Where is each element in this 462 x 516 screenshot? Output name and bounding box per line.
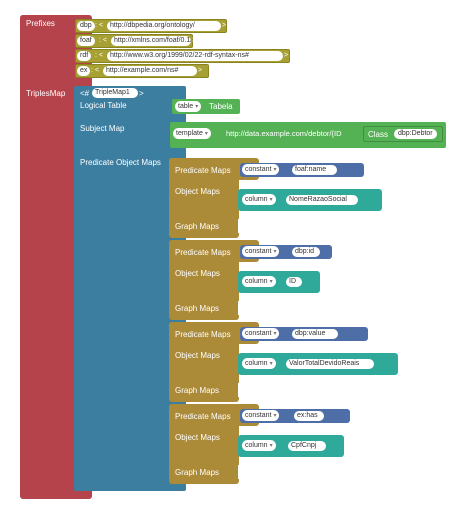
pom-block-top <box>169 322 259 344</box>
chevron-down-icon: ▾ <box>273 249 277 255</box>
prefix-open-bracket: : < <box>99 37 107 44</box>
predicate-value-input[interactable]: foaf:name <box>292 165 337 175</box>
prefix-open-bracket: : < <box>91 67 99 74</box>
chevron-down-icon: ▾ <box>273 413 277 419</box>
predicate-type-dropdown[interactable]: constant ▾ <box>242 164 280 175</box>
triples-map-block[interactable] <box>74 86 186 491</box>
object-type-text: column <box>245 360 268 367</box>
prefix-close-bracket: > <box>284 52 289 59</box>
object-type-dropdown[interactable]: column ▾ <box>242 194 276 205</box>
triples-map-label: TriplesMap <box>26 89 66 98</box>
predicate-type-text: constant <box>245 166 272 173</box>
predicate-maps-label: Predicate Maps <box>175 166 231 175</box>
chevron-down-icon: ▾ <box>273 331 277 337</box>
triples-map-name-suffix: > <box>139 89 144 98</box>
prefixes-label: Prefixes <box>26 19 55 28</box>
predicate-type-text: constant <box>245 330 272 337</box>
subject-class-input[interactable]: dbp:Debtor <box>394 129 437 139</box>
predicate-value-input[interactable]: ex:has <box>294 411 324 421</box>
object-value-input[interactable]: ValorTotalDevidoReais <box>286 359 374 369</box>
graph-maps-slot[interactable] <box>238 301 250 315</box>
prefix-close-bracket: > <box>222 22 227 29</box>
logical-table-type-text: table <box>178 103 194 110</box>
prefix-open-bracket: : < <box>95 52 103 59</box>
prefix-close-bracket: > <box>192 37 197 44</box>
predicate-value-input[interactable]: dbp:value <box>292 329 338 339</box>
chevron-down-icon: ▾ <box>269 279 273 285</box>
predicate-type-text: constant <box>245 248 272 255</box>
prefix-name-input[interactable]: dbp <box>77 21 95 31</box>
subject-class-label: Class <box>368 130 389 139</box>
pom-label: Predicate Object Maps <box>80 158 161 167</box>
graph-maps-label: Graph Maps <box>175 222 220 231</box>
graph-maps-slot[interactable] <box>238 383 250 397</box>
logical-table-type-dropdown[interactable]: table ▾ <box>175 101 202 112</box>
chevron-down-icon: ▾ <box>195 104 199 110</box>
object-maps-label: Object Maps <box>175 269 220 278</box>
triples-map-name-prefix: <# <box>80 89 90 98</box>
prefix-uri-input[interactable]: http://www.w3.org/1999/02/22-rdf-syntax-… <box>107 51 283 61</box>
chevron-down-icon: ▾ <box>269 197 273 203</box>
object-type-text: column <box>245 278 268 285</box>
graph-maps-slot[interactable] <box>238 219 250 233</box>
chevron-down-icon: ▾ <box>273 167 277 173</box>
graph-maps-label: Graph Maps <box>175 386 220 395</box>
pom-block-top <box>169 158 259 180</box>
predicate-maps-label: Predicate Maps <box>175 330 231 339</box>
prefix-close-bracket: > <box>198 67 203 74</box>
object-type-text: column <box>245 442 268 449</box>
predicate-value-input[interactable]: dbp:id <box>292 247 320 257</box>
subject-map-template[interactable]: http://data.example.com/debtor/{ID <box>226 129 342 138</box>
pom-block-top <box>169 240 259 262</box>
object-type-text: column <box>245 196 268 203</box>
predicate-maps-label: Predicate Maps <box>175 248 231 257</box>
pom-block-top <box>169 404 259 426</box>
object-type-dropdown[interactable]: column ▾ <box>242 276 276 287</box>
prefix-name-input[interactable]: ex <box>77 66 91 76</box>
prefix-name-input[interactable]: foaf <box>77 36 95 46</box>
prefix-uri-input[interactable]: http://xmlns.com/foaf/0.1/ <box>111 36 191 46</box>
predicate-type-dropdown[interactable]: constant ▾ <box>242 410 280 421</box>
predicate-maps-label: Predicate Maps <box>175 412 231 421</box>
prefix-name-input[interactable]: rdf <box>77 51 92 61</box>
subject-map-type-text: template <box>176 130 203 137</box>
prefix-uri-input[interactable]: http://example.com/ns# <box>103 66 197 76</box>
object-maps-label: Object Maps <box>175 433 220 442</box>
object-value-input[interactable]: NomeRazaoSocial <box>286 195 358 205</box>
subject-map-type-dropdown[interactable]: template ▾ <box>173 128 211 139</box>
object-value-input[interactable]: CpfCnpj <box>288 441 326 451</box>
object-value-input[interactable]: ID <box>286 277 302 287</box>
object-type-dropdown[interactable]: column ▾ <box>242 440 276 451</box>
object-maps-label: Object Maps <box>175 351 220 360</box>
object-type-dropdown[interactable]: column ▾ <box>242 358 276 369</box>
predicate-type-dropdown[interactable]: constant ▾ <box>242 328 280 339</box>
triples-map-name-input[interactable]: TripleMap1 <box>92 88 138 98</box>
graph-maps-label: Graph Maps <box>175 468 220 477</box>
chevron-down-icon: ▾ <box>269 443 273 449</box>
object-maps-label: Object Maps <box>175 187 220 196</box>
graph-maps-label: Graph Maps <box>175 304 220 313</box>
chevron-down-icon: ▾ <box>204 131 208 137</box>
logical-table-label: Logical Table <box>80 101 127 110</box>
predicate-type-text: constant <box>245 412 272 419</box>
predicate-type-dropdown[interactable]: constant ▾ <box>242 246 280 257</box>
prefixes-block-top-edge <box>20 15 76 80</box>
logical-table-value[interactable]: Tabela <box>209 102 233 111</box>
subject-map-label: Subject Map <box>80 124 125 133</box>
prefix-uri-input[interactable]: http://dbpedia.org/ontology/ <box>107 21 221 31</box>
graph-maps-slot[interactable] <box>238 465 250 479</box>
chevron-down-icon: ▾ <box>269 361 273 367</box>
prefix-open-bracket: : < <box>95 22 103 29</box>
